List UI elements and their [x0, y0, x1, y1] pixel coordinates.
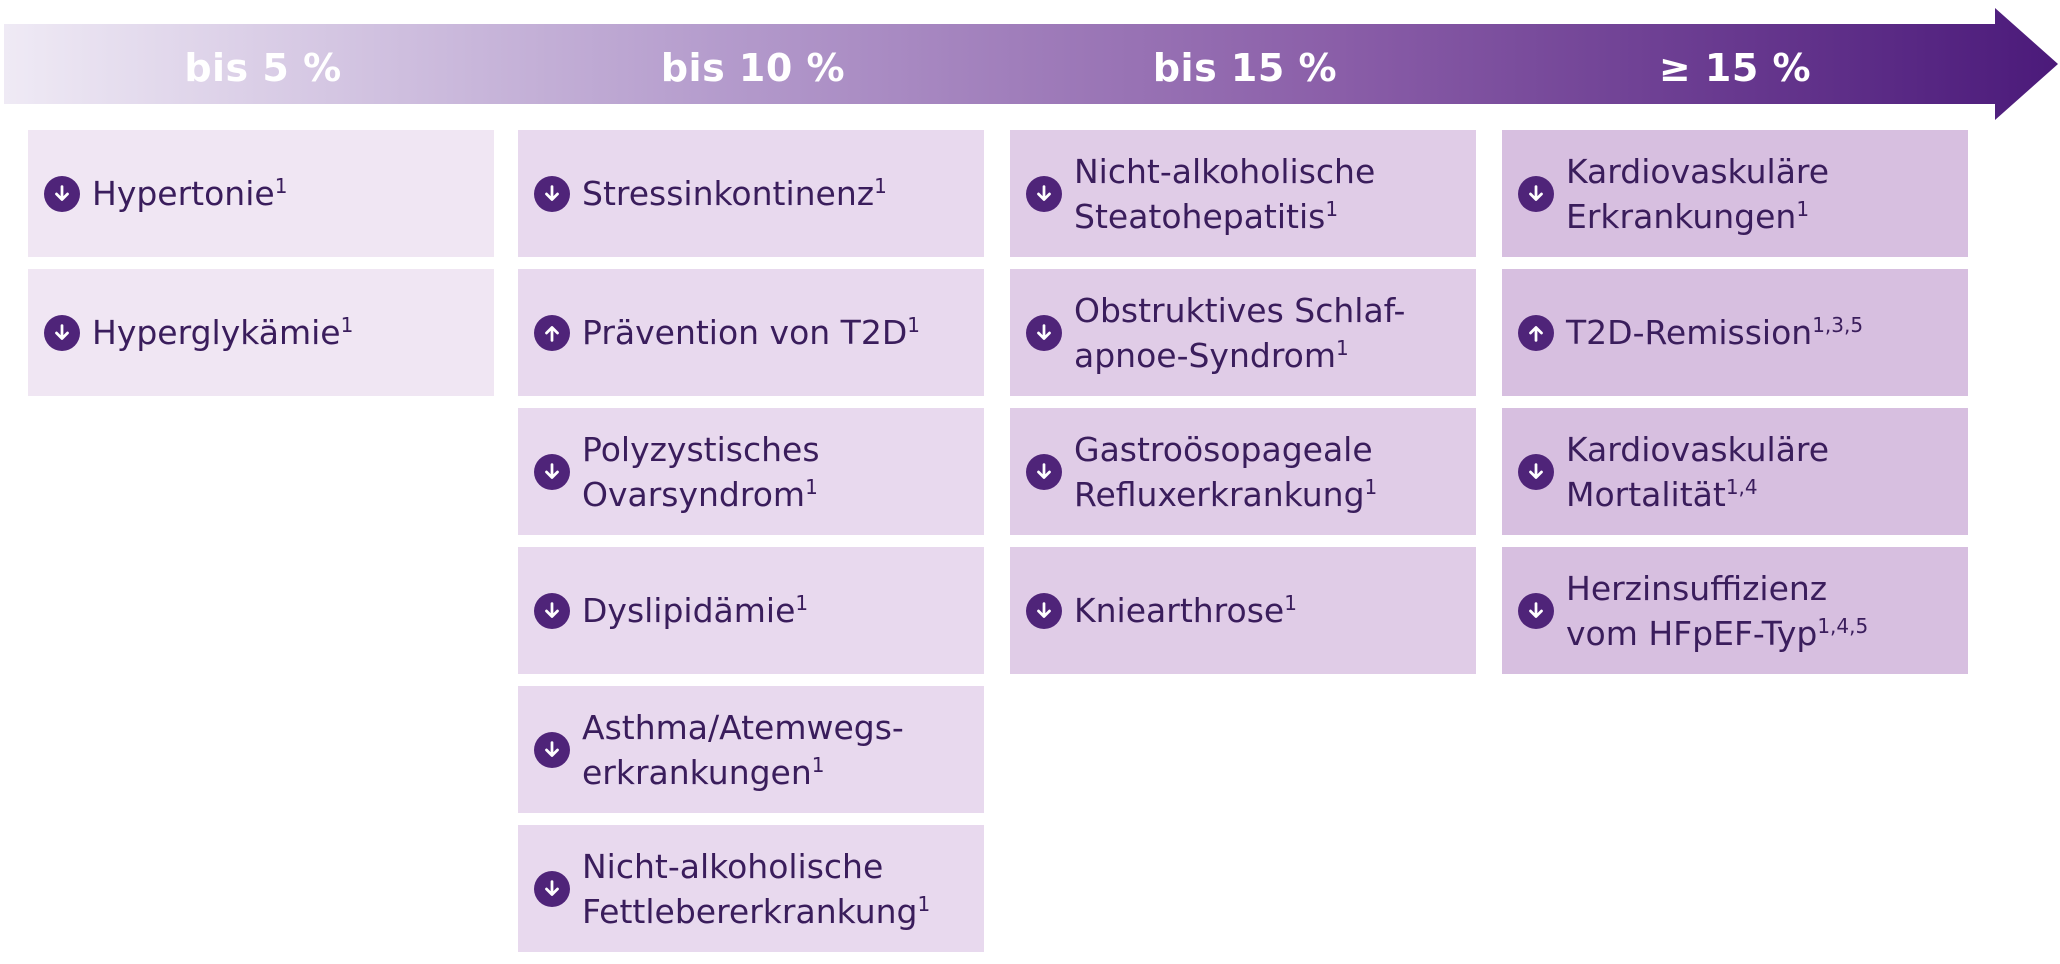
condition-name: T2D-Remission [1566, 313, 1813, 352]
condition-card: Stressinkontinenz1 [518, 130, 984, 257]
condition-name: Prävention von T2D [582, 313, 908, 352]
condition-label: Polyzystisches Ovarsyndrom1 [582, 427, 820, 517]
header-bis-15: bis 15 % [1152, 46, 1338, 90]
reference-superscript: 1 [805, 474, 818, 499]
condition-label: Herzinsuffizienz vom HFpEF-Typ1,4,5 [1566, 566, 1868, 656]
condition-name: Asthma/Atemwegs- erkrankungen [582, 707, 904, 792]
condition-card: Kardiovaskuläre Erkrankungen1 [1502, 130, 1968, 257]
arrow-up-circle-icon [534, 314, 570, 351]
condition-label: Dyslipidämie1 [582, 588, 808, 633]
reference-superscript: 1 [340, 313, 354, 337]
condition-label: Hyperglykämie1 [92, 310, 353, 355]
condition-card: Gastroösopageale Refluxerkrankung1 [1010, 408, 1476, 535]
header-ueber-15: ≥ 15 % [1658, 46, 1812, 90]
column-bis-15: Nicht-alkoholische Steatohepatitis1 Obstr… [1010, 130, 1476, 686]
arrow-down-circle-icon [1026, 453, 1062, 490]
arrow-down-circle-icon [1518, 175, 1554, 212]
condition-name: Hyperglykämie [92, 313, 341, 352]
condition-card: Nicht-alkoholische Fettlebererkrankung1 [518, 825, 984, 952]
arrow-down-circle-icon [534, 731, 570, 768]
condition-name: Nicht-alkoholische Fettlebererkrankung [582, 846, 918, 931]
condition-card: Nicht-alkoholische Steatohepatitis1 [1010, 130, 1476, 257]
condition-label: Kardiovaskuläre Mortalität1,4 [1566, 427, 1829, 517]
condition-label: Stressinkontinenz1 [582, 171, 887, 216]
reference-superscript: 1 [274, 174, 288, 198]
condition-name: Dyslipidämie [582, 591, 796, 630]
column-bis-10: Stressinkontinenz1 Prävention von T2D1 Pol… [518, 130, 984, 964]
column-bis-5: Hypertonie1 Hyperglykämie1 [28, 130, 494, 408]
condition-card: Kniearthrose1 [1010, 547, 1476, 674]
condition-card: Hypertonie1 [28, 130, 494, 257]
reference-superscript: 1 [1284, 591, 1297, 615]
arrow-up-circle-icon [1518, 314, 1554, 351]
condition-card: Obstruktives Schlaf- apnoe-Syndrom1 [1010, 269, 1476, 396]
condition-card: Polyzystisches Ovarsyndrom1 [518, 408, 984, 535]
condition-card: Prävention von T2D1 [518, 269, 984, 396]
arrow-down-circle-icon [534, 870, 570, 907]
arrow-down-circle-icon [1026, 592, 1062, 629]
header-bis-5: bis 5 % [184, 46, 342, 90]
condition-card: Asthma/Atemwegs- erkrankungen1 [518, 686, 984, 813]
reference-superscript: 1 [795, 591, 809, 615]
condition-name: Herzinsuffizienz vom HFpEF-Typ [1566, 568, 1828, 653]
condition-name: Polyzystisches Ovarsyndrom [582, 429, 820, 514]
reference-superscript: 1 [1364, 474, 1378, 499]
arrow-down-circle-icon [1026, 314, 1062, 351]
reference-superscript: 1 [907, 313, 920, 337]
reference-superscript: 1 [1325, 196, 1339, 221]
reference-superscript: 1 [811, 752, 825, 777]
column-ueber-15: Kardiovaskuläre Erkrankungen1 T2D-Remissi… [1502, 130, 1968, 686]
reference-superscript: 1 [917, 891, 931, 916]
condition-card: Herzinsuffizienz vom HFpEF-Typ1,4,5 [1502, 547, 1968, 674]
condition-name: Kardiovaskuläre Erkrankungen [1566, 151, 1830, 236]
arrow-down-circle-icon [44, 175, 80, 212]
arrow-down-circle-icon [1518, 592, 1554, 629]
condition-label: Nicht-alkoholische Fettlebererkrankung1 [582, 844, 930, 934]
reference-superscript: 1,3,5 [1812, 313, 1864, 337]
condition-card: Kardiovaskuläre Mortalität1,4 [1502, 408, 1968, 535]
condition-label: Asthma/Atemwegs- erkrankungen1 [582, 705, 904, 795]
condition-label: Prävention von T2D1 [582, 310, 920, 355]
reference-superscript: 1 [1336, 335, 1349, 360]
reference-superscript: 1 [874, 174, 887, 198]
arrow-down-circle-icon [44, 314, 80, 351]
condition-card: Dyslipidämie1 [518, 547, 984, 674]
condition-label: Kardiovaskuläre Erkrankungen1 [1566, 149, 1829, 239]
progress-arrow [4, 8, 2058, 120]
condition-name: Obstruktives Schlaf- apnoe-Syndrom [1074, 290, 1406, 375]
condition-label: Hypertonie1 [92, 171, 287, 216]
reference-superscript: 1,4,5 [1817, 613, 1869, 638]
reference-superscript: 1 [1796, 196, 1810, 221]
condition-card: T2D-Remission1,3,5 [1502, 269, 1968, 396]
arrow-down-circle-icon [534, 592, 570, 629]
condition-label: T2D-Remission1,3,5 [1566, 310, 1863, 355]
condition-name: Kniearthrose [1074, 591, 1285, 630]
condition-card: Hyperglykämie1 [28, 269, 494, 396]
condition-name: Hypertonie [92, 174, 275, 213]
arrow-down-circle-icon [1518, 453, 1554, 490]
condition-label: Nicht-alkoholische Steatohepatitis1 [1074, 149, 1375, 239]
condition-label: Kniearthrose1 [1074, 588, 1297, 633]
condition-name: Kardiovaskuläre Mortalität [1566, 429, 1830, 514]
arrow-down-circle-icon [534, 453, 570, 490]
reference-superscript: 1,4 [1725, 474, 1758, 499]
condition-name: Stressinkontinenz [582, 174, 875, 213]
header-bis-10: bis 10 % [660, 46, 846, 90]
condition-name: Nicht-alkoholische Steatohepatitis [1074, 151, 1376, 236]
condition-name: Gastroösopageale Refluxerkrankung [1074, 429, 1373, 514]
arrow-down-circle-icon [534, 175, 570, 212]
arrow-down-circle-icon [1026, 175, 1062, 212]
condition-label: Gastroösopageale Refluxerkrankung1 [1074, 427, 1377, 517]
condition-label: Obstruktives Schlaf- apnoe-Syndrom1 [1074, 288, 1405, 378]
